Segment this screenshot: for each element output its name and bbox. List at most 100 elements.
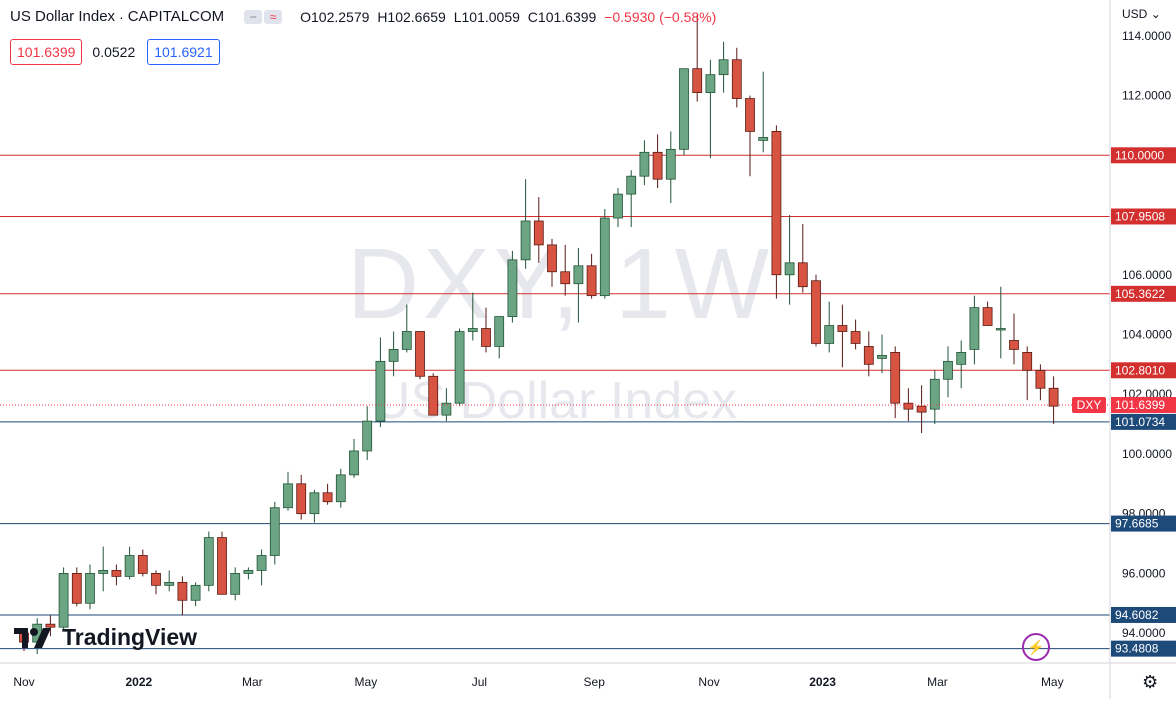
candle-32[interactable]	[441, 388, 452, 422]
candle-body-8	[124, 555, 135, 577]
candle-23[interactable]	[322, 483, 333, 505]
candle-65[interactable]	[877, 334, 887, 374]
candle-5[interactable]	[85, 564, 95, 610]
candle-21[interactable]	[296, 474, 307, 520]
candle-27[interactable]	[375, 337, 386, 428]
candle-33[interactable]	[454, 328, 465, 407]
candle-body-5	[85, 573, 95, 604]
candle-10[interactable]	[151, 570, 161, 595]
candle-48[interactable]	[652, 134, 663, 189]
candle-49[interactable]	[665, 131, 676, 204]
candle-body-54	[731, 59, 742, 99]
candle-72[interactable]	[969, 295, 980, 365]
candle-25[interactable]	[349, 439, 359, 478]
candle-64[interactable]	[863, 331, 874, 377]
candle-16[interactable]	[230, 567, 241, 601]
candle-37[interactable]	[507, 250, 518, 323]
time-axis[interactable]: Nov 2022 Mar May Jul Sep Nov 2023 Mar May	[13, 675, 1063, 689]
candle-14[interactable]	[203, 531, 214, 592]
candle-7[interactable]	[111, 564, 122, 586]
candle-4[interactable]	[71, 567, 82, 607]
candle-13[interactable]	[190, 582, 201, 607]
candle-55[interactable]	[745, 95, 755, 177]
candle-24[interactable]	[335, 468, 346, 508]
buy-button[interactable]: 101.6921	[147, 39, 220, 65]
candle-11[interactable]	[164, 570, 175, 592]
symbol-title[interactable]: US Dollar Index	[10, 8, 116, 25]
candle-57[interactable]	[771, 125, 782, 299]
candle-75[interactable]	[1009, 313, 1019, 365]
candle-76[interactable]	[1022, 346, 1033, 401]
candle-59[interactable]	[797, 223, 808, 293]
candle-22[interactable]	[309, 489, 320, 523]
candle-39[interactable]	[533, 197, 544, 263]
chevron-down-icon[interactable]: ⌄	[1150, 7, 1161, 21]
candle-40[interactable]	[547, 238, 557, 287]
candle-66[interactable]	[890, 346, 901, 419]
lightning-icon[interactable]: ⚡	[1022, 633, 1050, 661]
wave-icon[interactable]: ≈	[264, 9, 283, 24]
candle-3[interactable]	[58, 567, 69, 631]
price-axis[interactable]: 94.000096.000098.0000100.0000102.0000104…	[1122, 29, 1172, 640]
candle-53[interactable]	[718, 41, 729, 93]
candle-15[interactable]	[217, 531, 227, 595]
candle-69[interactable]	[929, 370, 940, 425]
candle-38[interactable]	[520, 179, 531, 269]
candle-58[interactable]	[784, 215, 795, 305]
candle-60[interactable]	[811, 274, 821, 347]
plot-area[interactable]	[0, 0, 1110, 663]
candle-2[interactable]	[45, 615, 56, 637]
candle-35[interactable]	[481, 307, 491, 353]
candle-body-43	[586, 265, 597, 297]
candle-51[interactable]	[692, 14, 703, 102]
candle-44[interactable]	[599, 209, 610, 299]
candle-71[interactable]	[956, 340, 967, 389]
candle-50[interactable]	[679, 68, 689, 156]
candle-46[interactable]	[626, 170, 637, 227]
candle-28[interactable]	[388, 331, 399, 377]
candle-67[interactable]	[903, 388, 914, 422]
symbol-header[interactable]: US Dollar Index · CAPITALCOM − ≈ O102.25…	[10, 8, 720, 25]
candle-18[interactable]	[256, 549, 267, 586]
currency-selector[interactable]: USD ⌄	[1122, 7, 1161, 21]
candle-45[interactable]	[613, 188, 623, 227]
candle-47[interactable]	[639, 140, 650, 186]
candle-17[interactable]	[243, 567, 254, 580]
candle-30[interactable]	[415, 331, 425, 380]
candle-8[interactable]	[124, 546, 135, 580]
candle-42[interactable]	[573, 247, 584, 323]
level-label-0: 110.0000	[1115, 148, 1164, 162]
candle-56[interactable]	[758, 71, 769, 153]
candle-19[interactable]	[269, 501, 280, 565]
candle-77[interactable]	[1035, 364, 1046, 401]
sell-button[interactable]: 101.6399	[10, 39, 83, 65]
candle-20[interactable]	[283, 471, 293, 511]
tradingview-logo[interactable]: TradingView	[12, 624, 197, 651]
candle-6[interactable]	[98, 546, 109, 592]
candle-26[interactable]	[362, 406, 373, 460]
candle-41[interactable]	[560, 244, 571, 296]
candle-52[interactable]	[705, 59, 716, 159]
candle-34[interactable]	[467, 292, 478, 341]
candle-61[interactable]	[824, 301, 835, 353]
currency-label[interactable]: USD	[1122, 7, 1148, 21]
minus-icon[interactable]: −	[244, 9, 263, 24]
candle-63[interactable]	[850, 319, 861, 350]
candle-54[interactable]	[731, 47, 742, 108]
candle-70[interactable]	[943, 346, 953, 398]
candle-74[interactable]	[995, 286, 1006, 359]
candle-31[interactable]	[428, 373, 439, 416]
candle-73[interactable]	[982, 301, 993, 326]
level-label-7: 93.4808	[1115, 642, 1159, 656]
candle-36[interactable]	[494, 316, 505, 359]
candle-12[interactable]	[177, 576, 188, 616]
candle-62[interactable]	[837, 304, 848, 368]
candle-29[interactable]	[401, 304, 412, 353]
candle-68[interactable]	[916, 385, 927, 434]
gear-icon[interactable]: ⚙	[1142, 672, 1159, 692]
candle-9[interactable]	[137, 549, 148, 577]
candle-43[interactable]	[586, 253, 597, 299]
candle-78[interactable]	[1048, 376, 1059, 425]
